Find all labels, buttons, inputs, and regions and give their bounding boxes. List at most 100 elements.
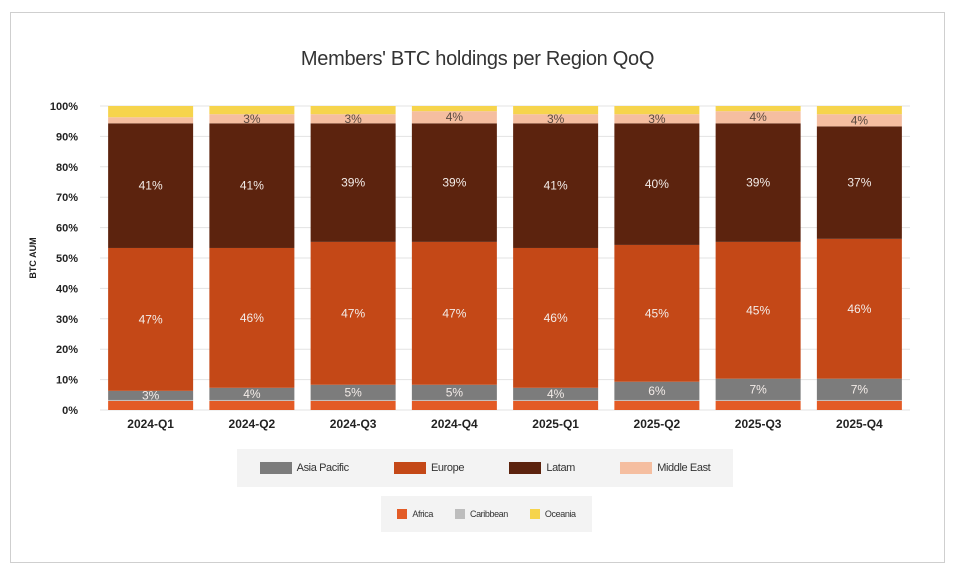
bar-segment-europe: [715, 241, 801, 379]
bar-segment-middle-east: [108, 117, 194, 124]
data-label: 45%: [645, 306, 669, 320]
data-label: 4%: [446, 110, 464, 124]
data-label: 39%: [341, 176, 365, 190]
bar-segment-africa: [614, 400, 700, 410]
bar-segment-latam: [614, 123, 700, 245]
data-label: 46%: [847, 302, 871, 316]
data-label: 6%: [648, 384, 666, 398]
data-label: 46%: [240, 311, 264, 325]
legend-item-asia-pacific: Asia Pacific: [259, 462, 349, 474]
legend-label: Africa: [412, 509, 433, 519]
bar-segment-middle-east: [513, 114, 599, 124]
bar-segment-oceania: [108, 106, 194, 118]
y-tick-label: 90%: [56, 131, 78, 143]
bar-segment-latam: [816, 126, 902, 239]
x-tick-label: 2024-Q3: [330, 417, 377, 431]
data-label: 45%: [746, 303, 770, 317]
legend-label: Latam: [546, 462, 575, 474]
data-label: 3%: [344, 112, 362, 126]
bar-segment-caribbean: [209, 399, 295, 401]
bar-segment-africa: [715, 400, 801, 410]
data-label: 39%: [442, 176, 466, 190]
x-tick-label: 2024-Q4: [431, 417, 478, 431]
data-label: 46%: [544, 311, 568, 325]
legend-item-latam: Latam: [509, 462, 575, 474]
data-label: 37%: [847, 176, 871, 190]
x-tick-label: 2025-Q1: [532, 417, 579, 431]
legend-label: Middle East: [657, 462, 711, 474]
bar-segment-latam: [715, 123, 801, 242]
data-label: 41%: [544, 179, 568, 193]
bar-segment-asia-pacific: [411, 384, 497, 400]
legend-item-africa: Africa: [397, 509, 433, 519]
bar-segment-asia-pacific: [209, 387, 295, 400]
legend-label: Europe: [431, 462, 465, 474]
legend-label: Oceania: [544, 509, 576, 519]
bar-segment-europe: [614, 244, 700, 382]
y-tick-label: 0%: [62, 405, 78, 417]
bar-segment-africa: [411, 400, 497, 410]
chart-frame: [10, 12, 945, 563]
data-label: 47%: [442, 306, 466, 320]
legend-secondary: Africa Caribbean Oceania: [381, 496, 592, 532]
y-tick-label: 100%: [50, 101, 78, 113]
bar-segment-caribbean: [614, 399, 700, 401]
bar-segment-oceania: [715, 106, 801, 112]
data-label: 41%: [139, 179, 163, 193]
legend-label: Caribbean: [469, 509, 508, 519]
data-label: 4%: [243, 387, 261, 401]
bar-segment-oceania: [513, 106, 599, 115]
bar-segment-asia-pacific: [108, 390, 194, 400]
bar-segment-europe: [411, 241, 497, 385]
bar-segment-middle-east: [209, 114, 295, 124]
legend-swatch: [509, 462, 542, 474]
bar-segment-asia-pacific: [816, 378, 902, 400]
bar-segment-oceania: [614, 106, 700, 115]
bar-segment-europe: [513, 247, 599, 388]
bar-segment-asia-pacific: [310, 384, 396, 400]
bar-segment-africa: [310, 400, 396, 410]
bar-segment-oceania: [310, 106, 396, 115]
bar-segment-middle-east: [310, 114, 396, 124]
legend-swatch: [259, 462, 292, 474]
data-label: 47%: [139, 312, 163, 326]
y-tick-label: 40%: [56, 283, 78, 295]
chart-title: Members' BTC holdings per Region QoQ: [300, 48, 655, 70]
bar-segment-europe: [108, 247, 194, 391]
bar-segment-africa: [209, 400, 295, 410]
bar-segment-asia-pacific: [513, 387, 599, 400]
bar-segment-caribbean: [108, 399, 194, 401]
data-label: 39%: [746, 176, 770, 190]
legend-primary: Asia Pacific Europe Latam Middle East: [237, 449, 733, 487]
bar-segment-caribbean: [816, 399, 902, 401]
bar-segment-latam: [310, 123, 396, 242]
bar-segment-asia-pacific: [614, 381, 700, 400]
bar-segment-africa: [108, 400, 194, 410]
bar-segment-caribbean: [513, 399, 599, 401]
bar-segment-latam: [513, 123, 599, 248]
legend-item-caribbean: Caribbean: [454, 509, 508, 519]
bar-segment-middle-east: [411, 111, 497, 124]
legend-item-europe: Europe: [394, 462, 464, 474]
data-label: 7%: [749, 382, 767, 396]
data-label: 41%: [240, 179, 264, 193]
data-label: 3%: [547, 112, 565, 126]
legend-swatch: [397, 509, 408, 519]
legend-label: Asia Pacific: [296, 462, 349, 474]
y-tick-label: 30%: [56, 314, 78, 326]
bar-segment-latam: [411, 123, 497, 242]
bar-segment-caribbean: [310, 399, 396, 401]
data-label: 4%: [547, 387, 565, 401]
bar-segment-middle-east: [816, 114, 902, 127]
data-label: 4%: [749, 110, 767, 124]
legend-item-oceania: Oceania: [529, 509, 576, 519]
bar-segment-oceania: [209, 106, 295, 115]
x-tick-label: 2025-Q4: [836, 417, 883, 431]
bar-segment-oceania: [816, 106, 902, 115]
data-label: 3%: [243, 112, 261, 126]
bar-segment-middle-east: [715, 111, 801, 124]
bar-segment-africa: [513, 400, 599, 410]
bar-segment-oceania: [411, 106, 497, 112]
x-tick-label: 2024-Q1: [127, 417, 174, 431]
